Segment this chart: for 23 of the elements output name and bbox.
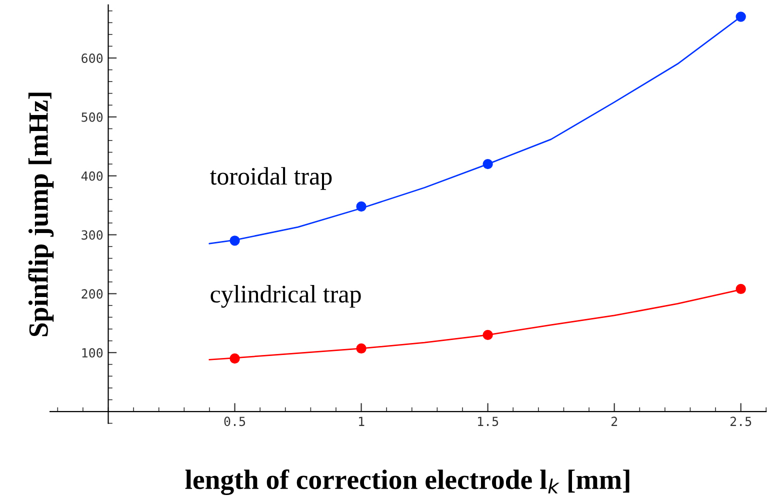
point	[230, 236, 240, 246]
series-label: cylindrical trap	[210, 284, 361, 308]
x-axis-title: length of correction electrode l$_{k}$ [mm]	[185, 469, 630, 496]
y-tick-label: 100	[82, 348, 103, 358]
y-tick-label: 200	[82, 289, 103, 299]
y-tick-label: 600	[82, 54, 103, 63]
y-tick-label: 400	[81, 171, 103, 181]
point	[230, 353, 240, 364]
x-tick-label: 1	[359, 416, 364, 426]
x-tick-label: 1.5	[478, 416, 498, 426]
point	[736, 12, 746, 22]
point	[356, 343, 366, 354]
series-label: toroidal trap	[210, 167, 332, 190]
point	[482, 330, 493, 340]
y-axis-title: Spinflip jump [mHz]	[28, 92, 54, 336]
point	[356, 201, 366, 212]
y-tick-label: 300	[82, 230, 103, 240]
point	[482, 158, 493, 170]
point	[736, 284, 746, 294]
x-tick-label: 0.5	[224, 416, 246, 426]
x-tick-label: 2.5	[730, 416, 752, 426]
x-tick-label: 2	[611, 416, 618, 426]
y-tick-label: 500	[82, 112, 103, 122]
